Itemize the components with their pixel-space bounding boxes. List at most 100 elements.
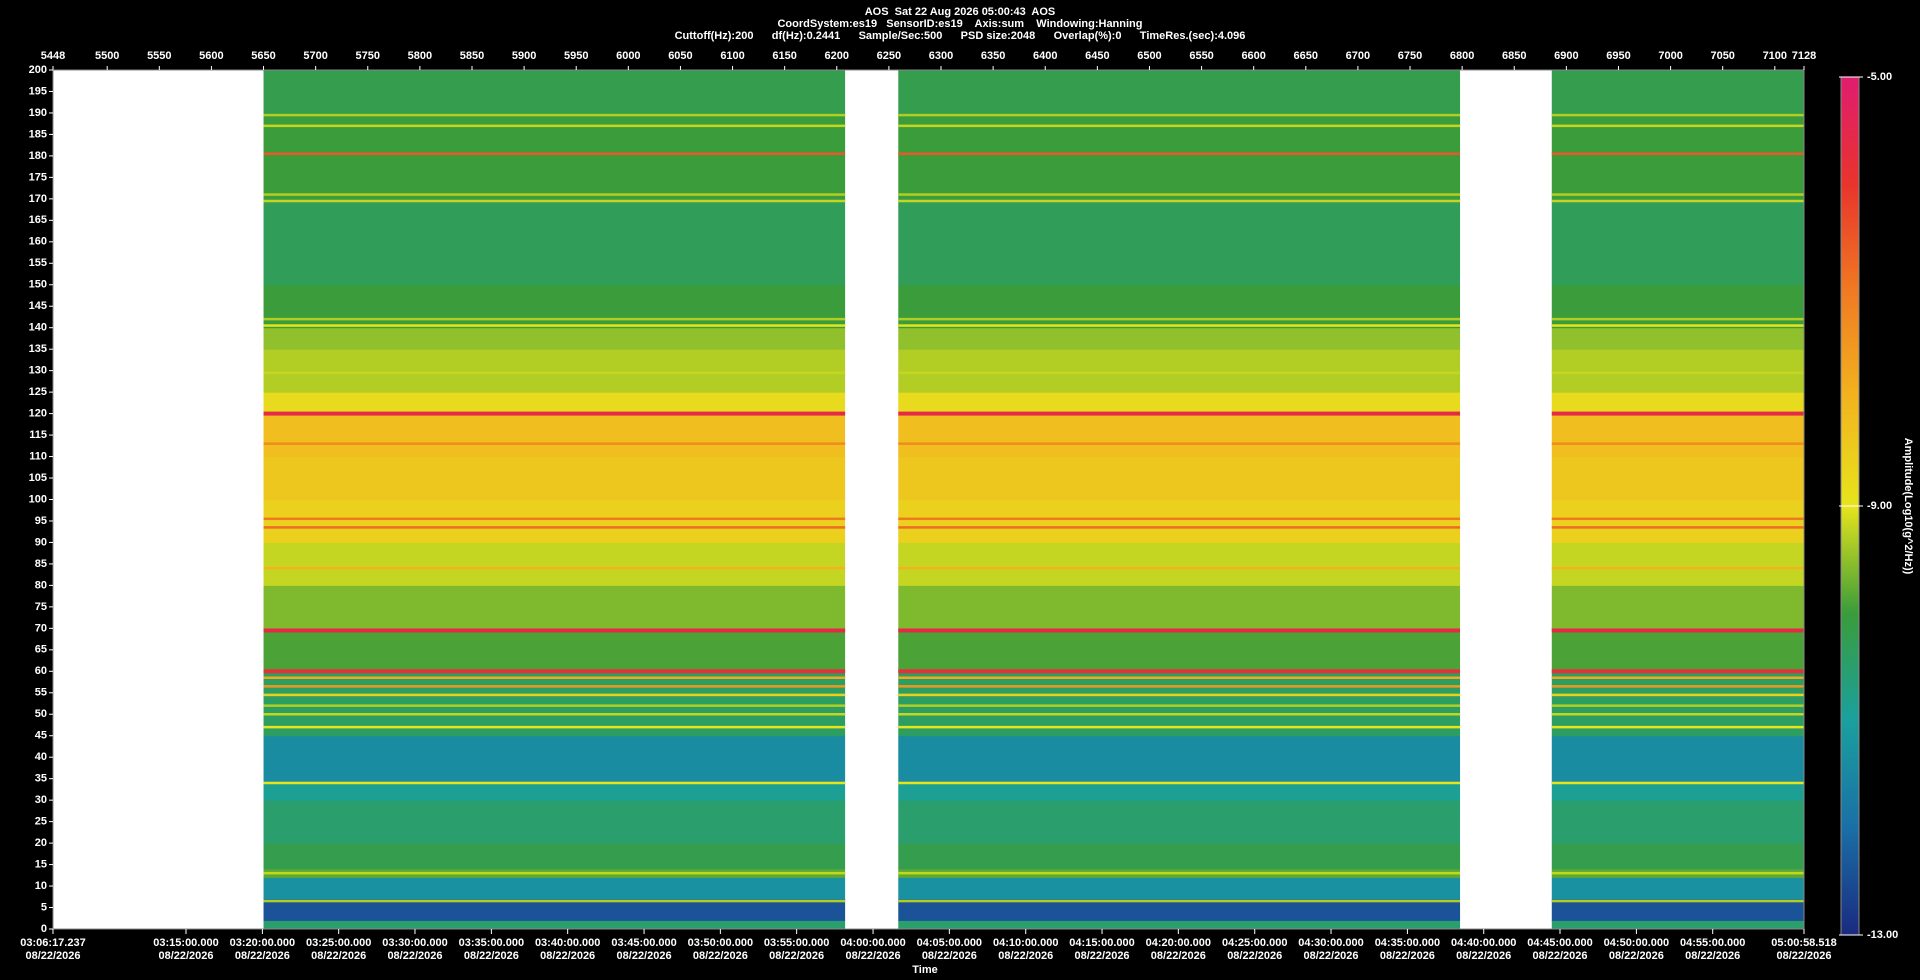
x-tick-label: 5850 — [460, 50, 484, 62]
spectral-line — [898, 442, 1461, 445]
spectrum-band — [1551, 349, 1804, 393]
time-tick-date: 08/22/2026 — [158, 950, 213, 962]
spectral-line — [1551, 685, 1804, 688]
y-tick-label: 70 — [35, 622, 47, 634]
x-tick-label: 6900 — [1554, 50, 1578, 62]
spectrum-band — [1551, 413, 1804, 458]
time-tick-date: 08/22/2026 — [235, 950, 290, 962]
time-tick-label: 04:40:00.000 — [1451, 937, 1516, 949]
spectrum-band — [898, 284, 1461, 329]
x-tick-label: 6400 — [1033, 50, 1057, 62]
x-tick-label: 6050 — [668, 50, 692, 62]
chart-subtitle: Cuttoff(Hz):200 df(Hz):0.2441 Sample/Sec… — [675, 30, 1246, 42]
time-tick-date: 08/22/2026 — [1380, 950, 1435, 962]
spectral-line — [263, 411, 846, 416]
time-tick-label: 04:55:00.000 — [1680, 937, 1745, 949]
y-tick-label: 35 — [35, 773, 47, 785]
spectral-line — [1551, 693, 1804, 697]
spectral-line — [898, 628, 1461, 633]
x-tick-label: 6950 — [1606, 50, 1630, 62]
time-tick-date: 08/22/2026 — [464, 950, 519, 962]
spectral-line — [898, 693, 1461, 697]
spectrum-band — [1551, 499, 1804, 543]
time-tick-date: 08/22/2026 — [1685, 950, 1740, 962]
y-tick-label: 90 — [35, 536, 47, 548]
time-tick-label: 04:05:00.000 — [917, 937, 982, 949]
x-tick-label: 6800 — [1450, 50, 1474, 62]
time-tick-label: 03:40:00.000 — [535, 937, 600, 949]
spectrum-band — [898, 898, 1461, 921]
x-tick-label: 6850 — [1502, 50, 1526, 62]
spectral-line — [898, 517, 1461, 521]
spectral-line — [898, 152, 1461, 156]
spectral-line — [898, 713, 1461, 716]
y-tick-label: 200 — [29, 64, 47, 76]
x-tick-label: 6100 — [720, 50, 744, 62]
y-tick-label: 0 — [41, 923, 47, 935]
spectrum-band — [898, 782, 1461, 801]
spectrum-band — [263, 671, 846, 737]
spectral-line — [1551, 725, 1804, 729]
spectral-line — [898, 371, 1461, 375]
spectrum-band — [898, 456, 1461, 500]
spectral-line — [263, 685, 846, 688]
y-tick-label: 30 — [35, 794, 47, 806]
spectral-line — [263, 713, 846, 716]
spectrum-band — [263, 898, 846, 921]
time-tick-label: 04:30:00.000 — [1298, 937, 1363, 949]
spectral-line — [1551, 628, 1804, 633]
spectral-line — [1551, 781, 1804, 785]
x-tick-label: 7128 — [1792, 50, 1816, 62]
x-tick-label: 5600 — [199, 50, 223, 62]
spectral-line — [263, 693, 846, 697]
spectrum-band — [263, 499, 846, 543]
spectrum-band — [263, 800, 846, 844]
x-tick-label: 5550 — [147, 50, 171, 62]
spectral-line — [898, 113, 1461, 117]
spectral-line — [1551, 899, 1804, 903]
spectral-line — [263, 676, 846, 679]
y-tick-label: 20 — [35, 837, 47, 849]
spectral-line — [898, 324, 1461, 327]
spectrum-band — [898, 920, 1461, 930]
y-tick-label: 25 — [35, 816, 47, 828]
spectral-line — [263, 124, 846, 128]
y-tick-label: 190 — [29, 107, 47, 119]
x-tick-label: 6500 — [1137, 50, 1161, 62]
spectrum-band — [1551, 112, 1804, 157]
x-tick-label: 7100 — [1763, 50, 1787, 62]
y-tick-label: 165 — [29, 214, 47, 226]
spectrum-band — [263, 542, 846, 586]
time-tick-label: 04:15:00.000 — [1069, 937, 1134, 949]
time-tick-date: 08/22/2026 — [25, 950, 80, 962]
spectrum-band — [263, 413, 846, 458]
spectral-line — [1551, 371, 1804, 375]
y-tick-label: 60 — [35, 665, 47, 677]
y-tick-label: 180 — [29, 150, 47, 162]
spectrum-band — [898, 349, 1461, 393]
spectral-line — [1551, 871, 1804, 875]
time-tick-date: 08/22/2026 — [540, 950, 595, 962]
time-tick-label: 04:50:00.000 — [1604, 937, 1669, 949]
spectral-line — [263, 725, 846, 729]
time-tick-date: 08/22/2026 — [1227, 950, 1282, 962]
data-segment — [898, 70, 1461, 930]
spectrum-band — [1551, 198, 1804, 286]
time-tick-label: 04:20:00.000 — [1146, 937, 1211, 949]
spectrum-band — [1551, 843, 1804, 870]
spectrum-band — [898, 413, 1461, 458]
spectral-line — [898, 899, 1461, 903]
spectrum-band — [1551, 70, 1804, 114]
chart-title: AOS Sat 22 Aug 2026 05:00:43 AOS — [865, 6, 1056, 18]
spectrum-band — [898, 70, 1461, 114]
y-tick-label: 45 — [35, 730, 47, 742]
y-tick-label: 120 — [29, 408, 47, 420]
spectrum-band — [898, 155, 1461, 200]
spectral-line — [263, 442, 846, 445]
x-axis-label: Time — [912, 964, 937, 976]
spectral-line — [1551, 526, 1804, 529]
time-tick-label: 05:00:58.518 — [1771, 937, 1836, 949]
spectral-line — [263, 152, 846, 156]
x-tick-label: 5650 — [251, 50, 275, 62]
spectrum-band — [263, 70, 846, 114]
